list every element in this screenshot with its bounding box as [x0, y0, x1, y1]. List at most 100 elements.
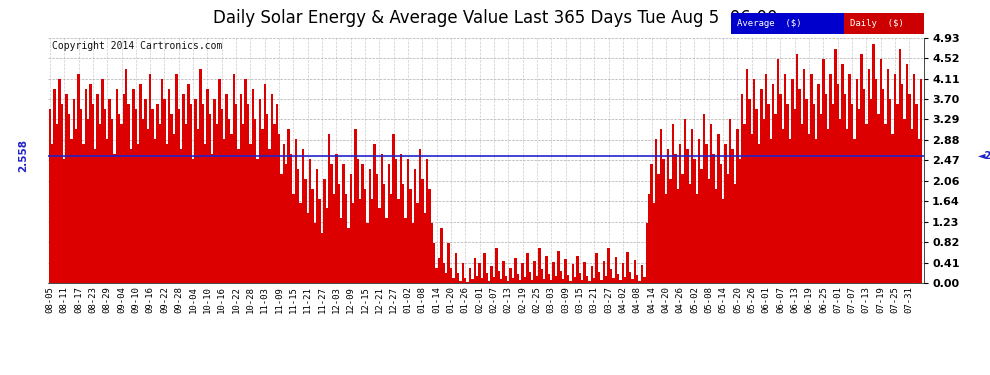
Bar — [765, 74, 767, 283]
Bar — [662, 159, 664, 283]
Bar — [667, 149, 669, 283]
Bar — [459, 280, 461, 283]
Bar — [233, 74, 235, 283]
Bar — [774, 114, 777, 283]
Bar — [522, 263, 524, 283]
Bar — [686, 149, 688, 283]
Bar — [478, 263, 481, 283]
Bar — [894, 74, 896, 283]
Bar — [441, 228, 443, 283]
Bar — [351, 204, 354, 283]
Bar — [722, 198, 725, 283]
Bar — [607, 248, 610, 283]
Bar — [431, 224, 433, 283]
Bar — [206, 89, 209, 283]
Bar — [419, 149, 421, 283]
Bar — [177, 109, 180, 283]
Bar — [566, 275, 569, 283]
Bar — [899, 49, 901, 283]
Bar — [84, 89, 87, 283]
Bar — [837, 84, 839, 283]
Bar — [218, 79, 221, 283]
Bar — [911, 129, 913, 283]
Bar — [657, 174, 660, 283]
Bar — [92, 104, 94, 283]
Bar — [772, 84, 774, 283]
Bar — [340, 218, 343, 283]
Bar — [180, 149, 182, 283]
Bar — [636, 275, 639, 283]
Bar — [832, 104, 835, 283]
Bar — [290, 154, 292, 283]
Bar — [429, 189, 431, 283]
Bar — [531, 280, 534, 283]
Bar — [679, 144, 681, 283]
Bar — [316, 169, 319, 283]
Bar — [60, 104, 63, 283]
Bar — [904, 119, 906, 283]
Bar — [547, 274, 550, 283]
Bar — [583, 262, 586, 283]
Bar — [194, 99, 197, 283]
Bar — [319, 198, 321, 283]
Bar — [488, 280, 490, 283]
Bar — [307, 213, 309, 283]
Bar — [349, 174, 351, 283]
Bar — [461, 263, 464, 283]
Bar — [867, 69, 870, 283]
Bar — [739, 159, 742, 283]
Bar — [889, 99, 891, 283]
Bar — [701, 169, 703, 283]
Bar — [877, 114, 879, 283]
Bar — [82, 144, 84, 283]
Bar — [713, 154, 715, 283]
Bar — [142, 119, 145, 283]
Bar — [417, 204, 419, 283]
Bar — [121, 124, 123, 283]
Bar — [223, 139, 226, 283]
Bar — [507, 280, 510, 283]
Bar — [243, 124, 245, 283]
Bar — [392, 134, 395, 283]
Bar — [860, 54, 863, 283]
Bar — [182, 94, 185, 283]
Bar — [620, 280, 622, 283]
Bar — [539, 248, 541, 283]
Bar — [481, 278, 483, 283]
Bar — [693, 159, 696, 283]
Bar — [292, 194, 295, 283]
Bar — [94, 149, 96, 283]
Bar — [368, 169, 371, 283]
Bar — [256, 159, 258, 283]
Bar — [850, 104, 853, 283]
Bar — [130, 149, 133, 283]
Bar — [517, 274, 519, 283]
Bar — [684, 119, 686, 283]
Bar — [748, 99, 750, 283]
Bar — [302, 149, 304, 283]
Bar — [72, 99, 75, 283]
Bar — [818, 84, 820, 283]
Bar — [598, 272, 600, 283]
Bar — [464, 278, 466, 283]
Bar — [729, 119, 732, 283]
Bar — [148, 74, 151, 283]
Bar — [364, 189, 366, 283]
Bar — [87, 119, 89, 283]
Bar — [147, 129, 148, 283]
Bar — [158, 124, 161, 283]
Bar — [541, 269, 543, 283]
Bar — [842, 64, 843, 283]
Bar — [354, 129, 356, 283]
Bar — [664, 194, 667, 283]
Bar — [803, 69, 806, 283]
Bar — [500, 279, 502, 283]
Bar — [426, 159, 429, 283]
Bar — [135, 109, 137, 283]
Bar — [161, 79, 163, 283]
Bar — [270, 94, 273, 283]
Bar — [732, 149, 734, 283]
Bar — [96, 94, 99, 283]
Bar — [197, 129, 199, 283]
Bar — [228, 119, 230, 283]
